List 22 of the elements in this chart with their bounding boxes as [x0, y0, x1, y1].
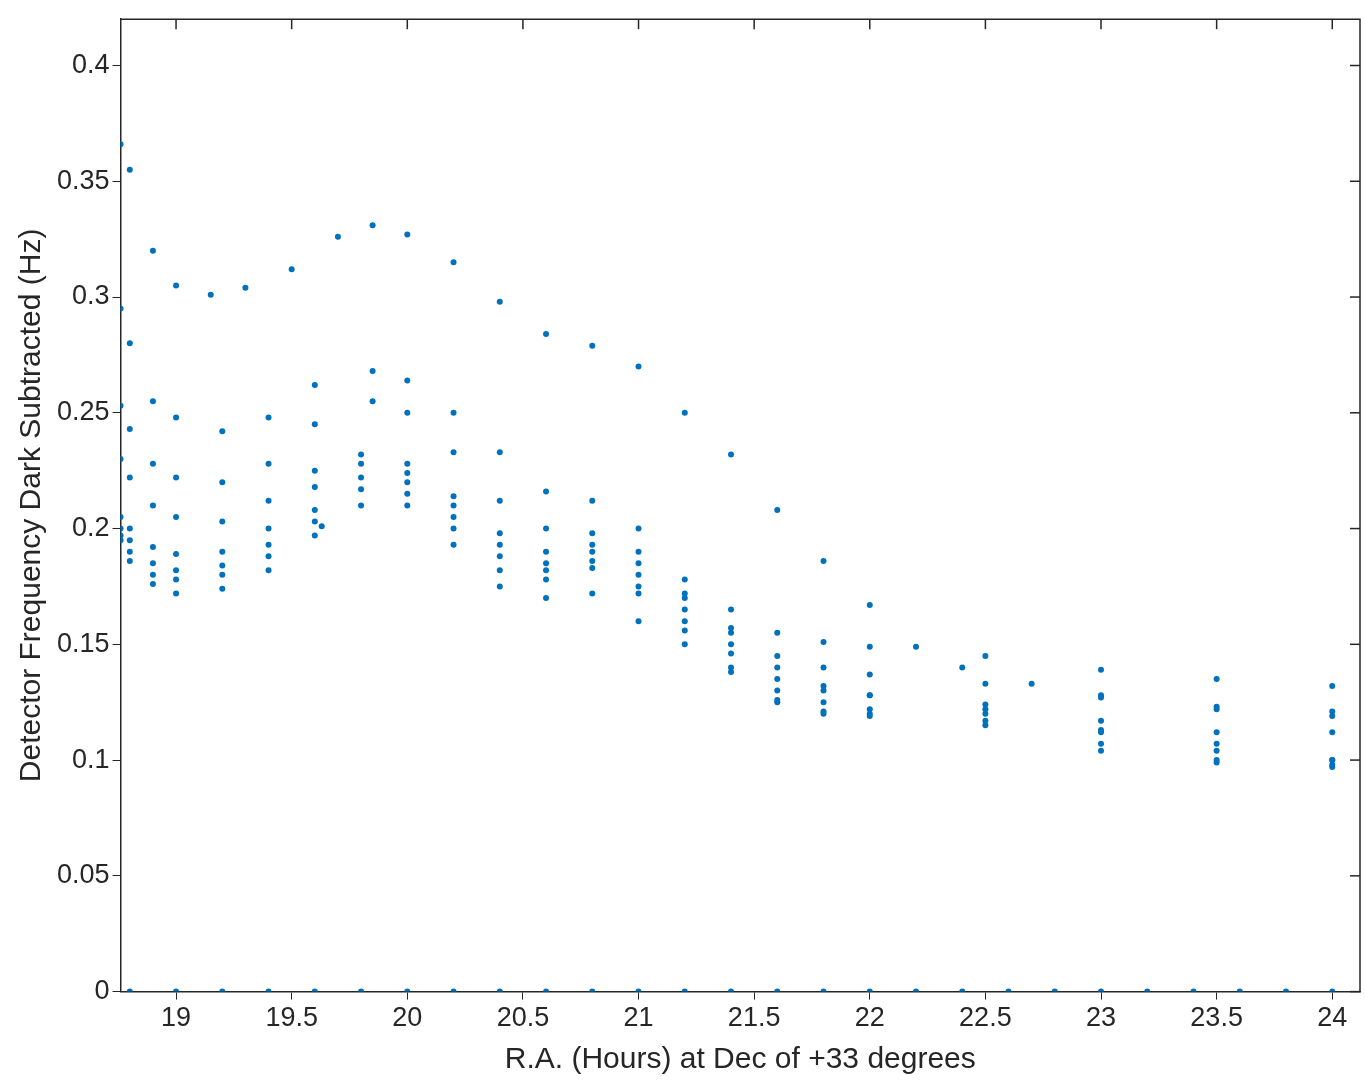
y-tick-label: 0.35 — [56, 164, 110, 195]
x-tick-label: 19.5 — [265, 1002, 318, 1033]
y-tick-label: 0 — [94, 975, 110, 1006]
y-tick-label: 0.4 — [72, 48, 110, 79]
y-tick-label: 0.25 — [56, 396, 110, 427]
x-tick-label: 22.5 — [959, 1002, 1012, 1033]
y-tick-label: 0.05 — [56, 859, 110, 890]
y-tick-label: 0.15 — [56, 627, 110, 658]
y-tick-label: 0.2 — [72, 512, 110, 543]
x-tick-label: 20 — [392, 1002, 423, 1033]
x-tick-label: 23 — [1085, 1002, 1117, 1033]
x-tick-label: 23.5 — [1190, 1002, 1243, 1033]
y-tick-label: 0.3 — [72, 280, 110, 311]
x-tick-label: 22 — [854, 1002, 885, 1033]
x-tick-label: 24 — [1317, 1002, 1348, 1033]
x-axis-title: R.A. (Hours) at Dec of +33 degrees — [504, 1041, 976, 1075]
y-tick-label: 0.1 — [72, 743, 110, 774]
y-axis-title: Detector Frequency Dark Subtracted (Hz) — [13, 228, 47, 783]
x-tick-label: 19 — [161, 1002, 192, 1033]
x-tick-label: 21.5 — [727, 1002, 781, 1033]
x-tick-label: 21 — [623, 1002, 654, 1033]
x-tick-label: 20.5 — [496, 1002, 550, 1033]
